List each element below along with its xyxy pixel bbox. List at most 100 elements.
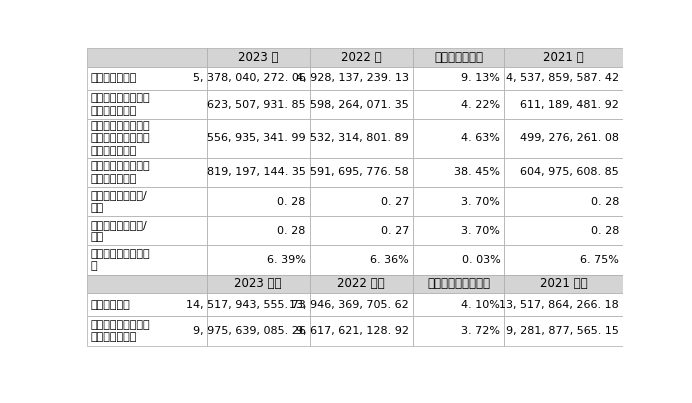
Bar: [86, 158, 207, 187]
Bar: [504, 158, 623, 187]
Text: 0. 03%: 0. 03%: [462, 255, 500, 265]
Text: 归属于上市公司股东
的扣除非经常性损益
的净利润（元）: 归属于上市公司股东 的扣除非经常性损益 的净利润（元）: [91, 121, 150, 156]
Bar: [412, 216, 504, 245]
Text: 3. 70%: 3. 70%: [462, 226, 500, 236]
Bar: [412, 119, 504, 158]
Bar: [207, 245, 310, 275]
Text: 532, 314, 801. 89: 532, 314, 801. 89: [310, 133, 409, 143]
Bar: [310, 275, 412, 293]
Bar: [412, 245, 504, 275]
Text: 623, 507, 931. 85: 623, 507, 931. 85: [207, 100, 306, 110]
Text: 2022 年: 2022 年: [341, 51, 381, 64]
Text: 4. 22%: 4. 22%: [462, 100, 500, 110]
Text: 本年末比上年末增减: 本年末比上年末增减: [427, 278, 490, 291]
Text: 加权平均净资产收益
率: 加权平均净资产收益 率: [91, 249, 150, 271]
Bar: [86, 216, 207, 245]
Text: 499, 276, 261. 08: 499, 276, 261. 08: [520, 133, 619, 143]
Text: 基本每股收益（元/
股）: 基本每股收益（元/ 股）: [91, 190, 147, 213]
Bar: [504, 293, 623, 316]
Bar: [310, 245, 412, 275]
Text: 6. 75%: 6. 75%: [580, 255, 619, 265]
Text: 819, 197, 144. 35: 819, 197, 144. 35: [207, 167, 306, 177]
Text: 0. 28: 0. 28: [590, 226, 619, 236]
Text: 3. 70%: 3. 70%: [462, 197, 500, 207]
Bar: [504, 90, 623, 119]
Bar: [86, 316, 207, 346]
Bar: [207, 275, 310, 293]
Bar: [86, 119, 207, 158]
Bar: [207, 67, 310, 90]
Text: 本年比上年增减: 本年比上年增减: [434, 51, 483, 64]
Text: 归属于上市公司股东
的净资产（元）: 归属于上市公司股东 的净资产（元）: [91, 320, 150, 342]
Text: 2021 年: 2021 年: [543, 51, 584, 64]
Bar: [86, 48, 207, 67]
Text: 9, 975, 639, 085. 26: 9, 975, 639, 085. 26: [193, 326, 306, 336]
Text: 13, 946, 369, 705. 62: 13, 946, 369, 705. 62: [289, 300, 409, 310]
Bar: [310, 119, 412, 158]
Bar: [504, 67, 623, 90]
Bar: [310, 316, 412, 346]
Bar: [310, 48, 412, 67]
Bar: [207, 293, 310, 316]
Bar: [86, 245, 207, 275]
Text: 归属于上市公司股东
的净利润（元）: 归属于上市公司股东 的净利润（元）: [91, 93, 150, 116]
Text: 2023 年末: 2023 年末: [235, 278, 282, 291]
Bar: [310, 216, 412, 245]
Text: 2023 年: 2023 年: [238, 51, 278, 64]
Text: 0. 27: 0. 27: [381, 226, 409, 236]
Text: 6. 36%: 6. 36%: [370, 255, 409, 265]
Text: 营业收入（元）: 营业收入（元）: [91, 73, 137, 83]
Bar: [412, 293, 504, 316]
Bar: [504, 119, 623, 158]
Text: 14, 517, 943, 555. 73: 14, 517, 943, 555. 73: [186, 300, 306, 310]
Bar: [86, 293, 207, 316]
Bar: [86, 275, 207, 293]
Bar: [207, 216, 310, 245]
Text: 5, 378, 040, 272. 06: 5, 378, 040, 272. 06: [193, 73, 306, 83]
Bar: [504, 316, 623, 346]
Text: 0. 28: 0. 28: [590, 197, 619, 207]
Bar: [504, 187, 623, 216]
Bar: [207, 119, 310, 158]
Text: 4. 10%: 4. 10%: [462, 300, 500, 310]
Bar: [412, 187, 504, 216]
Bar: [310, 293, 412, 316]
Text: 经营活动产生的现金
流量净额（元）: 经营活动产生的现金 流量净额（元）: [91, 161, 150, 183]
Text: 4. 63%: 4. 63%: [462, 133, 500, 143]
Text: 2022 年末: 2022 年末: [338, 278, 385, 291]
Bar: [504, 48, 623, 67]
Bar: [412, 316, 504, 346]
Text: 604, 975, 608. 85: 604, 975, 608. 85: [520, 167, 619, 177]
Bar: [310, 67, 412, 90]
Bar: [207, 90, 310, 119]
Bar: [86, 90, 207, 119]
Text: 9, 617, 621, 128. 92: 9, 617, 621, 128. 92: [296, 326, 409, 336]
Text: 9, 281, 877, 565. 15: 9, 281, 877, 565. 15: [506, 326, 619, 336]
Text: 0. 27: 0. 27: [381, 197, 409, 207]
Text: 13, 517, 864, 266. 18: 13, 517, 864, 266. 18: [499, 300, 619, 310]
Bar: [86, 187, 207, 216]
Bar: [412, 48, 504, 67]
Text: 9. 13%: 9. 13%: [462, 73, 500, 83]
Text: 4, 928, 137, 239. 13: 4, 928, 137, 239. 13: [296, 73, 409, 83]
Text: 598, 264, 071. 35: 598, 264, 071. 35: [310, 100, 409, 110]
Bar: [310, 187, 412, 216]
Text: 4, 537, 859, 587. 42: 4, 537, 859, 587. 42: [506, 73, 619, 83]
Bar: [504, 216, 623, 245]
Bar: [207, 316, 310, 346]
Bar: [412, 90, 504, 119]
Text: 总资产（元）: 总资产（元）: [91, 300, 130, 310]
Text: 6. 39%: 6. 39%: [267, 255, 306, 265]
Bar: [86, 67, 207, 90]
Bar: [207, 158, 310, 187]
Text: 2021 年末: 2021 年末: [540, 278, 588, 291]
Bar: [207, 48, 310, 67]
Bar: [412, 67, 504, 90]
Bar: [504, 245, 623, 275]
Text: 38. 45%: 38. 45%: [455, 167, 500, 177]
Bar: [310, 158, 412, 187]
Text: 611, 189, 481. 92: 611, 189, 481. 92: [520, 100, 619, 110]
Bar: [412, 158, 504, 187]
Bar: [310, 90, 412, 119]
Text: 0. 28: 0. 28: [277, 197, 306, 207]
